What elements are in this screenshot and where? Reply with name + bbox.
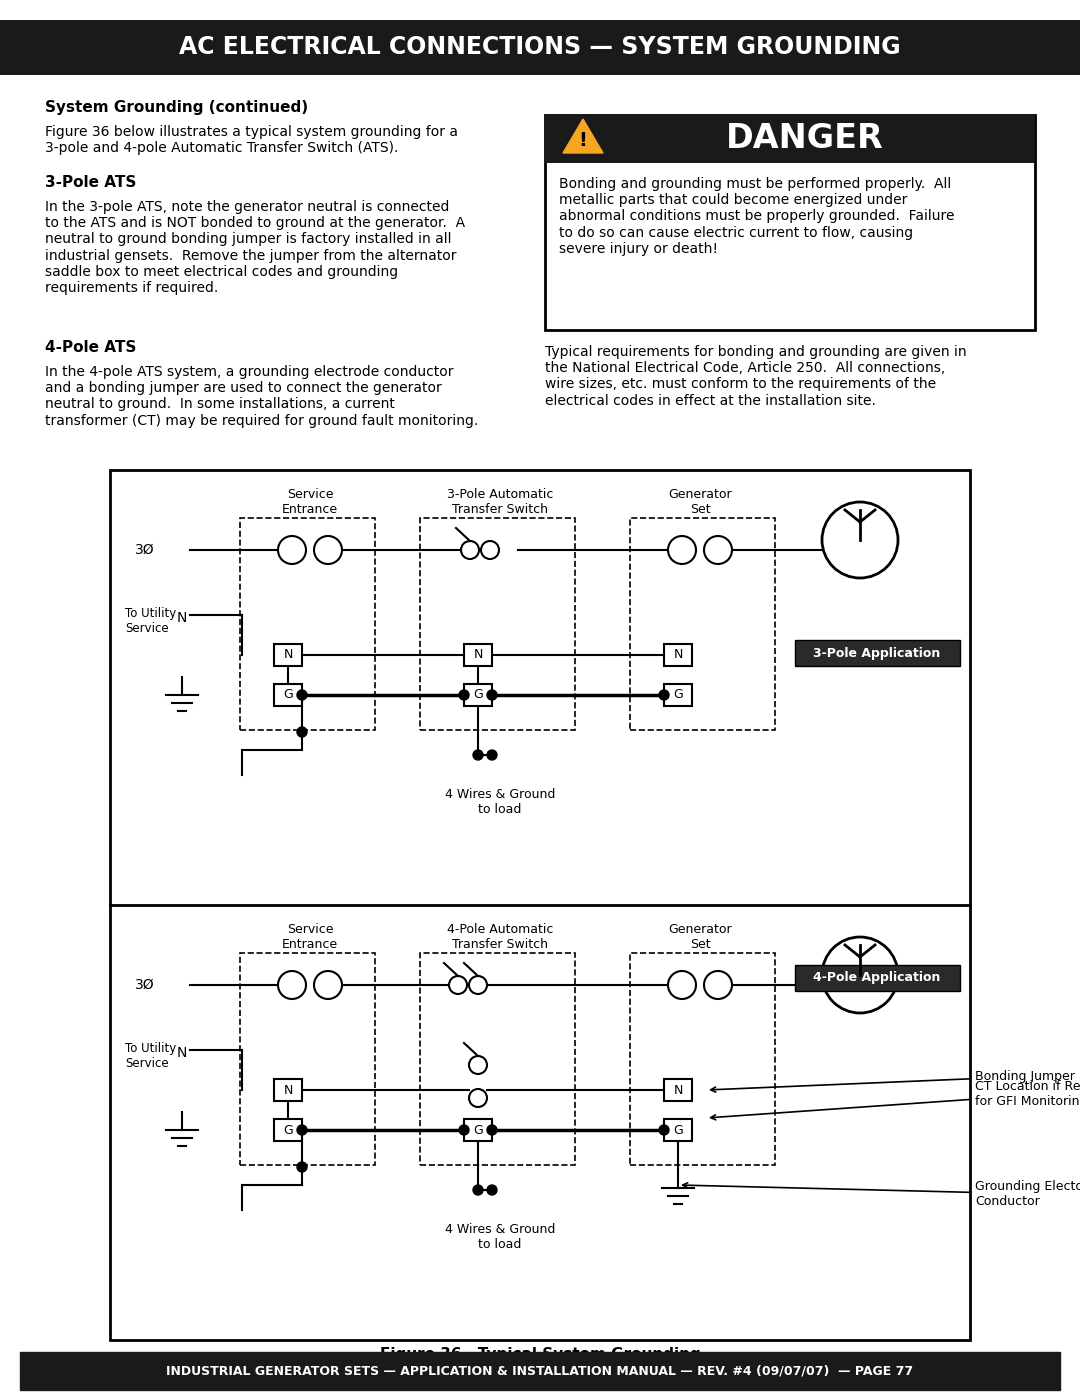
Text: G: G [673,689,683,701]
Text: !: ! [579,131,588,151]
Circle shape [459,1125,469,1134]
Text: In the 3-pole ATS, note the generator neutral is connected
to the ATS and is NOT: In the 3-pole ATS, note the generator ne… [45,200,465,295]
Bar [0,20,1080,75]
Circle shape [487,750,497,760]
Circle shape [487,1125,497,1134]
Text: 3Ø: 3Ø [135,543,154,557]
Circle shape [297,1125,307,1134]
Bar [795,640,960,666]
Circle shape [659,1125,669,1134]
Bar [664,1119,692,1141]
Text: 4-Pole Automatic
Transfer Switch: 4-Pole Automatic Transfer Switch [447,923,553,951]
Text: N: N [283,1084,293,1097]
Bar [630,518,775,731]
Bar [274,644,302,666]
Circle shape [704,971,732,999]
Circle shape [473,1185,483,1194]
Text: Service
Entrance: Service Entrance [282,488,338,515]
Circle shape [297,690,307,700]
Bar [545,115,1035,330]
Circle shape [278,536,306,564]
Bar [21,1352,1059,1390]
Circle shape [481,541,499,559]
Circle shape [822,502,897,578]
Text: N: N [177,610,187,624]
Text: 3-Pole Application: 3-Pole Application [813,647,941,659]
Circle shape [822,937,897,1013]
Text: 4-Pole Application: 4-Pole Application [813,971,941,985]
Bar [464,644,492,666]
Text: CT Location if Required
for GFI Monitoring: CT Location if Required for GFI Monitori… [711,1080,1080,1120]
Circle shape [669,536,696,564]
Text: To Utility
Service: To Utility Service [125,608,176,636]
Text: G: G [283,689,293,701]
Circle shape [469,977,487,995]
Circle shape [297,726,307,738]
Circle shape [469,1090,487,1106]
Bar [274,1119,302,1141]
Circle shape [487,1185,497,1194]
Circle shape [659,690,669,700]
Bar [110,469,970,1340]
Text: Generator
Set: Generator Set [669,923,732,951]
Text: Figure 36.  Typical System Grounding: Figure 36. Typical System Grounding [380,1348,700,1362]
Text: G: G [283,1123,293,1137]
Text: N: N [673,1084,683,1097]
Text: G: G [473,1123,483,1137]
Circle shape [469,1056,487,1074]
Text: 3Ø: 3Ø [135,978,154,992]
Text: 4 Wires & Ground
to load: 4 Wires & Ground to load [445,1222,555,1250]
Bar [240,518,375,731]
Circle shape [459,690,469,700]
Circle shape [314,536,342,564]
Text: 3-Pole ATS: 3-Pole ATS [45,175,136,190]
Bar [420,953,575,1165]
Text: 4-Pole ATS: 4-Pole ATS [45,339,136,355]
Text: G: G [673,1123,683,1137]
Bar [795,965,960,990]
Bar [240,953,375,1165]
Text: 3-Pole Automatic
Transfer Switch: 3-Pole Automatic Transfer Switch [447,488,553,515]
Text: N: N [673,648,683,662]
Text: Bonding and grounding must be performed properly.  All
metallic parts that could: Bonding and grounding must be performed … [559,177,955,256]
Text: Typical requirements for bonding and grounding are given in
the National Electri: Typical requirements for bonding and gro… [545,345,967,408]
Bar [420,518,575,731]
Text: 4 Wires & Ground
to load: 4 Wires & Ground to load [445,788,555,816]
Bar [545,115,1035,163]
Bar [274,685,302,705]
Bar [274,1078,302,1101]
Text: Figure 36 below illustrates a typical system grounding for a
3-pole and 4-pole A: Figure 36 below illustrates a typical sy… [45,124,458,155]
Text: N: N [177,1046,187,1060]
Circle shape [487,690,497,700]
Text: Generator
Set: Generator Set [669,488,732,515]
Text: N: N [473,648,483,662]
Text: DANGER: DANGER [726,123,883,155]
Text: N: N [283,648,293,662]
Bar [664,1078,692,1101]
Circle shape [297,1162,307,1172]
Bar [664,644,692,666]
Text: System Grounding (continued): System Grounding (continued) [45,101,308,115]
Text: G: G [473,689,483,701]
Text: Bonding Jumper: Bonding Jumper [711,1070,1075,1092]
Bar [464,1119,492,1141]
Circle shape [278,971,306,999]
Polygon shape [563,119,603,154]
Circle shape [473,750,483,760]
Circle shape [449,977,467,995]
Circle shape [669,971,696,999]
Text: To Utility
Service: To Utility Service [125,1042,176,1070]
Circle shape [461,541,480,559]
Text: Service
Entrance: Service Entrance [282,923,338,951]
Text: In the 4-pole ATS system, a grounding electrode conductor
and a bonding jumper a: In the 4-pole ATS system, a grounding el… [45,365,478,427]
Bar [664,685,692,705]
Text: Grounding Electode
Conductor: Grounding Electode Conductor [683,1180,1080,1208]
Text: AC ELECTRICAL CONNECTIONS — SYSTEM GROUNDING: AC ELECTRICAL CONNECTIONS — SYSTEM GROUN… [179,35,901,59]
Text: INDUSTRIAL GENERATOR SETS — APPLICATION & INSTALLATION MANUAL — REV. #4 (09/07/0: INDUSTRIAL GENERATOR SETS — APPLICATION … [166,1365,914,1377]
Circle shape [704,536,732,564]
Bar [630,953,775,1165]
Bar [464,685,492,705]
Circle shape [314,971,342,999]
